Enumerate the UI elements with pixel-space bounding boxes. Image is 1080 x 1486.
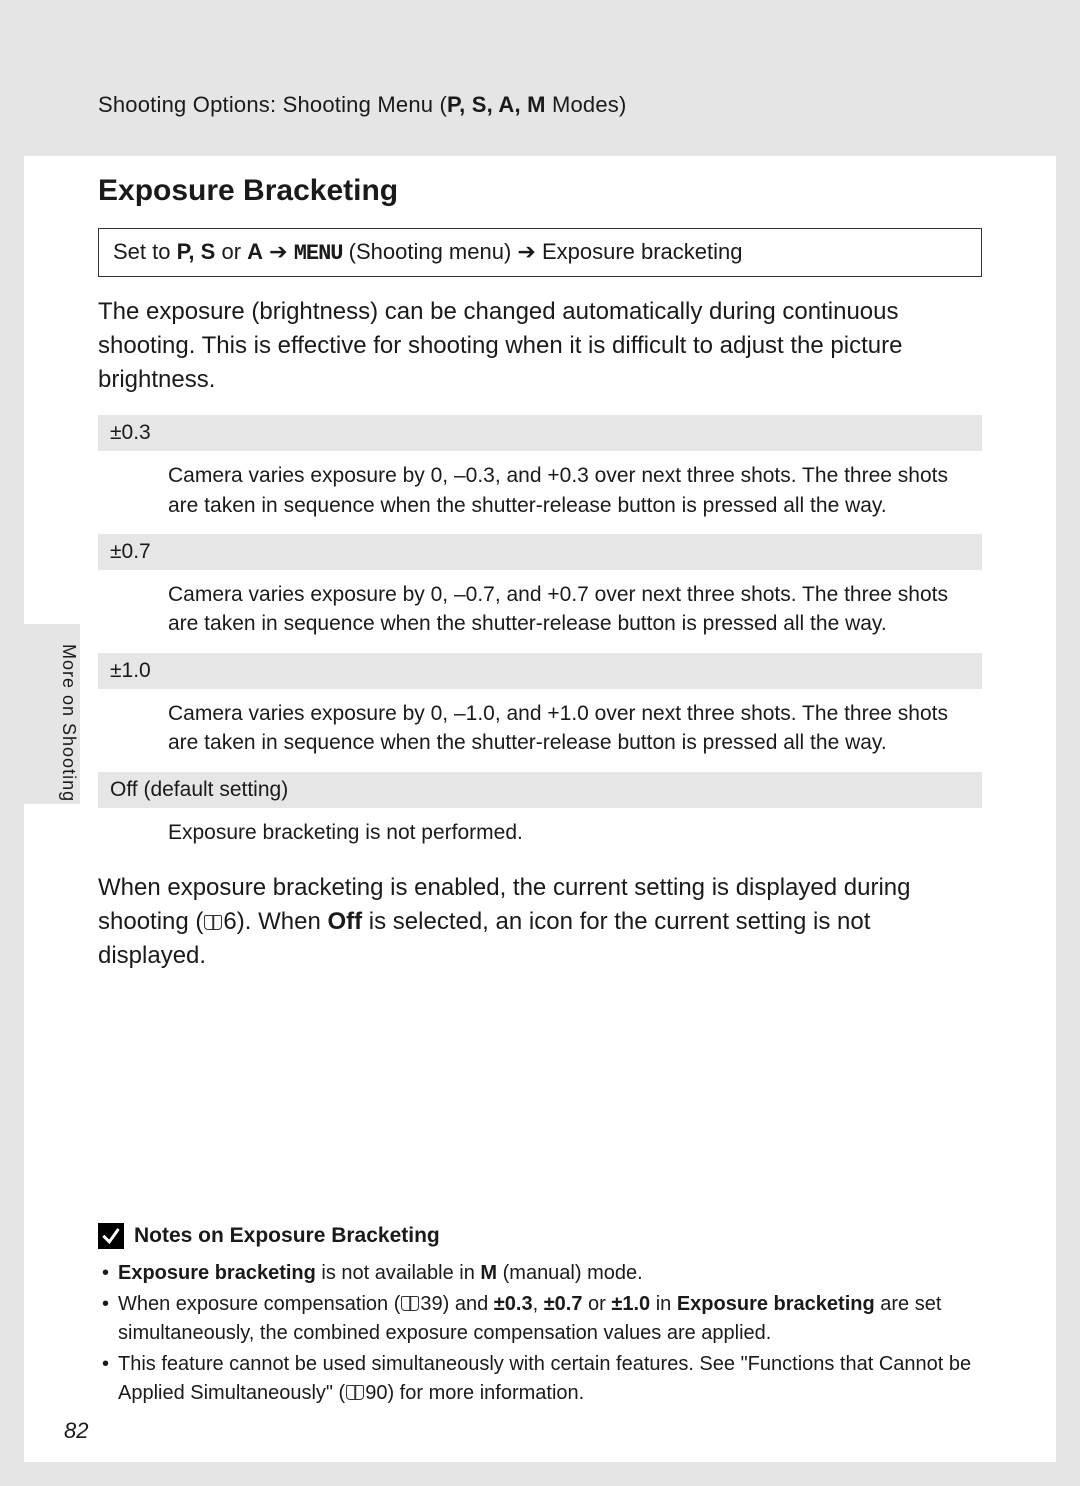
- note-text: ) and: [443, 1293, 494, 1315]
- header-modes: P, S, A, M: [447, 92, 546, 117]
- note-item: When exposure compensation ( 39) and ±0.3…: [98, 1290, 982, 1348]
- menu-glyph: MENU: [294, 241, 343, 266]
- note-item: This feature cannot be used simultaneous…: [98, 1350, 982, 1408]
- notes-list: Exposure bracketing is not available in …: [98, 1259, 982, 1408]
- header-band: [24, 24, 1056, 156]
- notes-title: Notes on Exposure Bracketing: [134, 1224, 440, 1248]
- notes-block: Notes on Exposure Bracketing Exposure br…: [98, 1223, 982, 1410]
- book-ref-icon: [204, 915, 222, 930]
- page-number: 82: [64, 1418, 88, 1444]
- note-item: Exposure bracketing is not available in …: [98, 1259, 982, 1288]
- header-prefix: Shooting Options: Shooting Menu (: [98, 92, 447, 117]
- menu-path-box: Set to P, S or A ➔ MENU (Shooting menu) …: [98, 228, 982, 277]
- book-ref-icon: [401, 1296, 419, 1311]
- note-alert-icon: [98, 1223, 124, 1249]
- note-text: in: [650, 1293, 677, 1315]
- after-p2: ). When: [237, 908, 328, 935]
- option-desc: Exposure bracketing is not performed.: [98, 808, 982, 861]
- option-label: ±1.0: [98, 653, 982, 689]
- note-bold: Exposure bracketing: [118, 1262, 316, 1284]
- header-suffix: Modes): [546, 92, 627, 117]
- note-bold: ±0.7: [544, 1293, 583, 1315]
- note-text: When exposure compensation (: [118, 1293, 400, 1315]
- arrow-icon: ➔: [263, 239, 294, 264]
- note-ref: 90: [365, 1382, 387, 1404]
- note-bold: ±0.3: [494, 1293, 533, 1315]
- intro-text: The exposure (brightness) can be changed…: [98, 295, 982, 397]
- options-table: ±0.3 Camera varies exposure by 0, –0.3, …: [98, 415, 982, 861]
- path-p2: (Shooting menu): [343, 239, 518, 264]
- note-text: or: [582, 1293, 611, 1315]
- note-text: (manual) mode.: [497, 1262, 643, 1284]
- mode-m-glyph: M: [480, 1262, 497, 1284]
- note-text: is not available in: [316, 1262, 481, 1284]
- path-psa: P, S: [177, 239, 216, 264]
- option-label: ±0.3: [98, 415, 982, 451]
- note-text: ) for more information.: [387, 1382, 584, 1404]
- path-p3: Exposure bracketing: [542, 239, 743, 264]
- note-text: ,: [533, 1293, 544, 1315]
- content-area: Exposure Bracketing Set to P, S or A ➔ M…: [98, 174, 982, 973]
- option-label: ±0.7: [98, 534, 982, 570]
- path-a: A: [247, 239, 263, 264]
- after-text: When exposure bracketing is enabled, the…: [98, 871, 982, 973]
- path-p1: Set to: [113, 239, 177, 264]
- manual-page: Shooting Options: Shooting Menu (P, S, A…: [24, 24, 1056, 1462]
- option-desc: Camera varies exposure by 0, –0.7, and +…: [98, 570, 982, 653]
- path-or: or: [215, 239, 247, 264]
- note-bold: Exposure bracketing: [677, 1293, 875, 1315]
- option-label: Off (default setting): [98, 772, 982, 808]
- option-desc: Camera varies exposure by 0, –0.3, and +…: [98, 451, 982, 534]
- note-bold: ±1.0: [611, 1293, 650, 1315]
- option-desc: Camera varies exposure by 0, –1.0, and +…: [98, 689, 982, 772]
- notes-header: Notes on Exposure Bracketing: [98, 1223, 982, 1249]
- side-tab-label: More on Shooting: [58, 644, 79, 802]
- section-title: Exposure Bracketing: [98, 174, 982, 208]
- after-ref1: 6: [223, 908, 236, 935]
- after-off: Off: [327, 908, 362, 935]
- arrow-icon: ➔: [517, 239, 542, 264]
- book-ref-icon: [346, 1385, 364, 1400]
- note-ref: 39: [420, 1293, 442, 1315]
- header-breadcrumb: Shooting Options: Shooting Menu (P, S, A…: [98, 92, 627, 118]
